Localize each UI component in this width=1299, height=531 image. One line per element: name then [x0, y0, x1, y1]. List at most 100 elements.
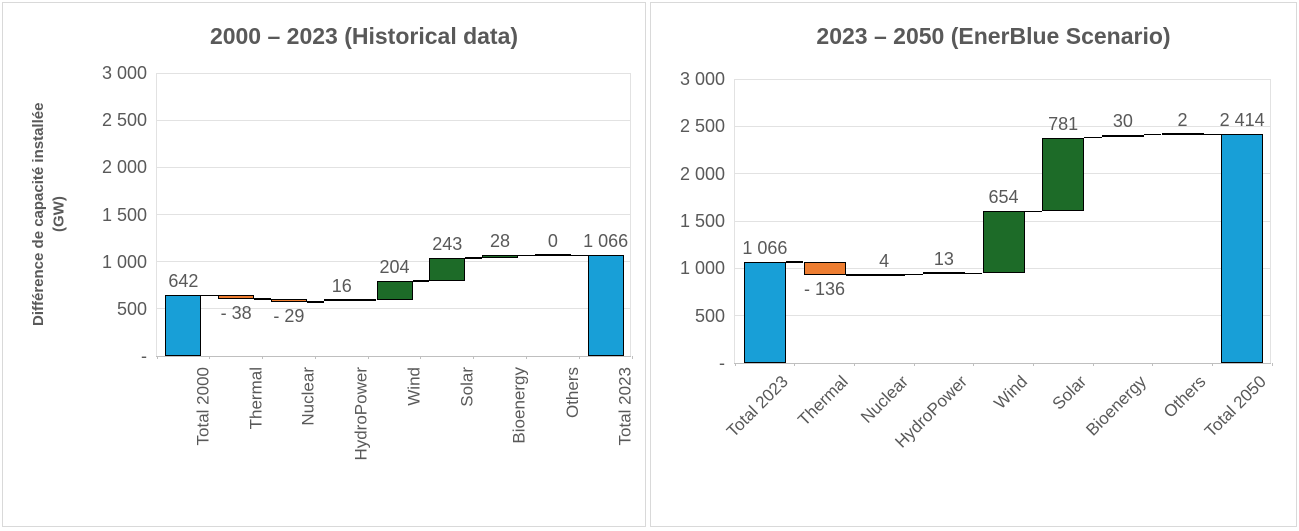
- x-label-text: Nuclear: [298, 367, 318, 426]
- connector-line: [254, 298, 271, 300]
- value-label-others: 2: [1177, 110, 1188, 131]
- connector-line: [1084, 136, 1102, 139]
- x-label-text: Total 2000: [193, 367, 213, 446]
- y-tick-label: 1 500: [101, 204, 147, 225]
- x-axis-tick: [1092, 363, 1094, 366]
- y-tick-label: 2 500: [679, 116, 725, 137]
- bar-thermal: [803, 262, 846, 275]
- y-tick-label: 1 000: [101, 251, 147, 272]
- bar-solar: [429, 258, 466, 281]
- connector-line: [465, 257, 483, 259]
- y-tick-label: 2 500: [101, 110, 147, 131]
- value-label-total-2000: 642: [168, 271, 199, 292]
- bar-total-2050: [1221, 134, 1264, 363]
- y-tick-label: 2 000: [679, 163, 725, 184]
- chart-panel-enerblue: 2023 – 2050 (EnerBlue Scenario) 1 066 Tot…: [650, 2, 1297, 527]
- bar-solar: [1042, 137, 1085, 212]
- connector-line: [905, 273, 923, 276]
- value-label-total-2023: 1 066: [583, 231, 629, 252]
- value-label-solar: 243: [432, 234, 463, 255]
- plot-area-historical: 642 Total 2000 - 38 Thermal - 29 Nuclear 16 Hyd…: [156, 72, 635, 461]
- connector-line: [359, 299, 377, 301]
- gridline: [735, 78, 1270, 80]
- x-axis-tick: [367, 356, 369, 359]
- x-label-text: Solar: [1049, 372, 1091, 414]
- x-label-text: Wind: [990, 372, 1031, 413]
- x-axis-tick: [734, 363, 736, 366]
- gridline: [157, 166, 630, 168]
- connector-line: [1143, 133, 1162, 136]
- bar-others: [1161, 133, 1204, 136]
- bar-nuclear: [863, 273, 906, 276]
- x-axis-tick: [1152, 363, 1154, 366]
- x-label-text: Solar: [457, 367, 477, 407]
- value-label-wind: 654: [988, 187, 1019, 208]
- gridline: [157, 72, 630, 74]
- x-axis-tick: [794, 363, 796, 366]
- x-axis-tick: [1271, 363, 1273, 366]
- x-label-text: Bioenergy: [1082, 372, 1151, 440]
- x-axis-tick: [1211, 363, 1213, 366]
- bar-others: [534, 254, 571, 257]
- bar-bioenergy: [1101, 134, 1144, 138]
- connector-line: [306, 301, 324, 303]
- x-axis-tick: [853, 363, 855, 366]
- x-axis-tick: [631, 356, 633, 359]
- y-tick-label: 500: [116, 298, 147, 319]
- x-label-text: Thermal: [794, 372, 852, 430]
- gridline: [157, 214, 630, 215]
- chart-title-historical: 2000 – 2023 (Historical data): [209, 23, 519, 49]
- bar-total-2000: [165, 295, 202, 356]
- x-axis-tick: [209, 356, 211, 359]
- y-tick-label: 2 000: [101, 157, 147, 178]
- bar-nuclear: [270, 299, 307, 302]
- x-label-text: Wind: [404, 367, 424, 406]
- value-label-total-2050: 2 414: [1219, 110, 1265, 131]
- bar-total-2023: [743, 262, 786, 363]
- x-axis-tick: [1032, 363, 1034, 366]
- x-axis-tick: [473, 356, 475, 359]
- gridline: [735, 173, 1270, 175]
- x-label-text: Total 2050: [1200, 372, 1270, 441]
- value-label-thermal: - 136: [803, 278, 846, 299]
- value-label-bioenergy: 30: [1112, 110, 1133, 131]
- value-label-thermal: - 38: [220, 303, 252, 324]
- y-tick-label: 1 500: [679, 211, 725, 231]
- chart-panel-historical: 2000 – 2023 (Historical data) Différence…: [2, 2, 646, 527]
- x-axis-tick: [913, 363, 915, 366]
- value-label-solar: 781: [1048, 113, 1079, 134]
- y-tick-label: 500: [694, 305, 725, 326]
- x-axis-tick: [420, 356, 422, 359]
- gridline: [157, 308, 630, 310]
- x-label-text: Total 2023: [723, 372, 793, 441]
- value-label-hydropower: 13: [933, 249, 954, 270]
- x-axis-line: [156, 355, 631, 357]
- chart-title-enerblue: 2023 – 2050 (EnerBlue Scenario): [816, 23, 1171, 49]
- connector-line: [964, 272, 983, 275]
- connector-line: [412, 280, 430, 282]
- y-tick-label: -: [141, 346, 147, 366]
- bar-wind: [376, 281, 413, 301]
- gridline: [157, 119, 630, 121]
- bar-total-2023: [587, 255, 624, 356]
- x-label-text: Others: [1160, 372, 1210, 422]
- bar-thermal: [218, 295, 255, 300]
- x-label-text: Thermal: [246, 367, 266, 430]
- x-axis-line: [734, 362, 1271, 364]
- x-axis-tick: [262, 356, 264, 359]
- bar-hydropower: [922, 272, 965, 275]
- bar-wind: [982, 211, 1025, 274]
- gridline: [735, 315, 1270, 317]
- bar-hydropower: [323, 299, 360, 302]
- x-axis-tick: [314, 356, 316, 359]
- plot-area-enerblue: 1 066 Total 2023- 136 Thermal 4 Nuclear 13 Hyd…: [723, 78, 1273, 452]
- x-label-text: Others: [562, 367, 582, 419]
- gridline: [735, 125, 1270, 127]
- x-axis-tick: [578, 356, 580, 359]
- value-label-hydropower: 16: [331, 276, 352, 297]
- x-axis-tick: [973, 363, 975, 366]
- y-tick-label: 3 000: [101, 63, 147, 83]
- connector-line: [518, 254, 535, 257]
- value-label-bioenergy: 28: [490, 231, 511, 252]
